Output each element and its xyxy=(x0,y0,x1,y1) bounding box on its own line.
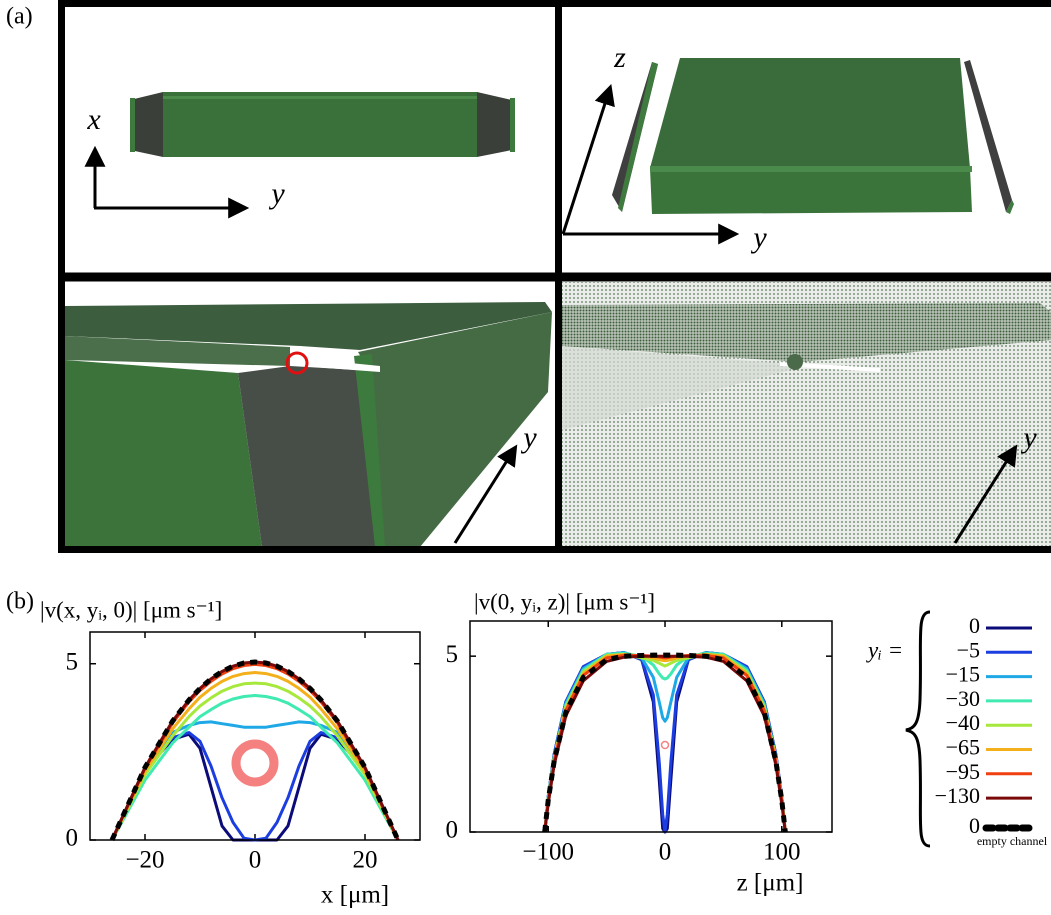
axis-letter: y xyxy=(520,421,537,454)
legend-label: 0 xyxy=(969,813,980,838)
axis-letter: y xyxy=(750,221,767,254)
view-closeup: y xyxy=(65,302,552,547)
view-top: x y xyxy=(86,92,515,210)
series-line xyxy=(112,673,398,841)
axis-letter: z xyxy=(613,41,626,74)
x-tick-label: 20 xyxy=(353,847,378,874)
x-tick-label: 0 xyxy=(249,847,262,874)
legend-label: −5 xyxy=(957,637,980,662)
legend-caption: empty channel xyxy=(977,834,1048,848)
view-perspective: z y xyxy=(563,41,1014,254)
x-tick-label: 100 xyxy=(763,839,801,866)
y-tick-label: 5 xyxy=(446,641,459,668)
axis-letter: y xyxy=(1020,421,1037,454)
legend-title: yᵢ = xyxy=(866,637,903,662)
legend-brace xyxy=(906,612,930,846)
legend-label: −65 xyxy=(946,735,980,760)
x-tick-label: −100 xyxy=(522,839,574,866)
legend-label: −40 xyxy=(946,710,980,735)
legend-label: 0 xyxy=(969,613,980,638)
legend-label: −130 xyxy=(935,783,980,808)
y-tick-label: 0 xyxy=(446,817,459,844)
axis-letter: y xyxy=(268,177,285,210)
axis-letter: x xyxy=(86,103,101,136)
plot-frame xyxy=(470,621,832,832)
figure: (a) x y z y y xyxy=(0,0,1051,915)
panel-label: (b) xyxy=(6,589,34,615)
panel-label: (a) xyxy=(6,4,33,30)
x-tick-label: −20 xyxy=(125,847,164,874)
legend-label: −95 xyxy=(946,759,980,784)
series-line xyxy=(112,696,398,841)
particle-marker xyxy=(236,744,274,782)
chart-title: |v(x, yᵢ, 0)| [μm s⁻¹] xyxy=(40,597,222,622)
y-tick-label: 5 xyxy=(66,648,79,675)
x-axis-label: z [μm] xyxy=(737,870,804,897)
view-mesh: y xyxy=(562,282,1051,547)
x-tick-label: 0 xyxy=(659,839,672,866)
legend-label: −15 xyxy=(946,662,980,687)
legend-label: −30 xyxy=(946,686,980,711)
series-line xyxy=(112,683,398,840)
y-tick-label: 0 xyxy=(66,825,79,852)
x-axis-label: x [μm] xyxy=(321,882,389,909)
particle-marker xyxy=(662,742,669,749)
chart-title: |v(0, yᵢ, z)| [μm s⁻¹] xyxy=(474,589,655,614)
